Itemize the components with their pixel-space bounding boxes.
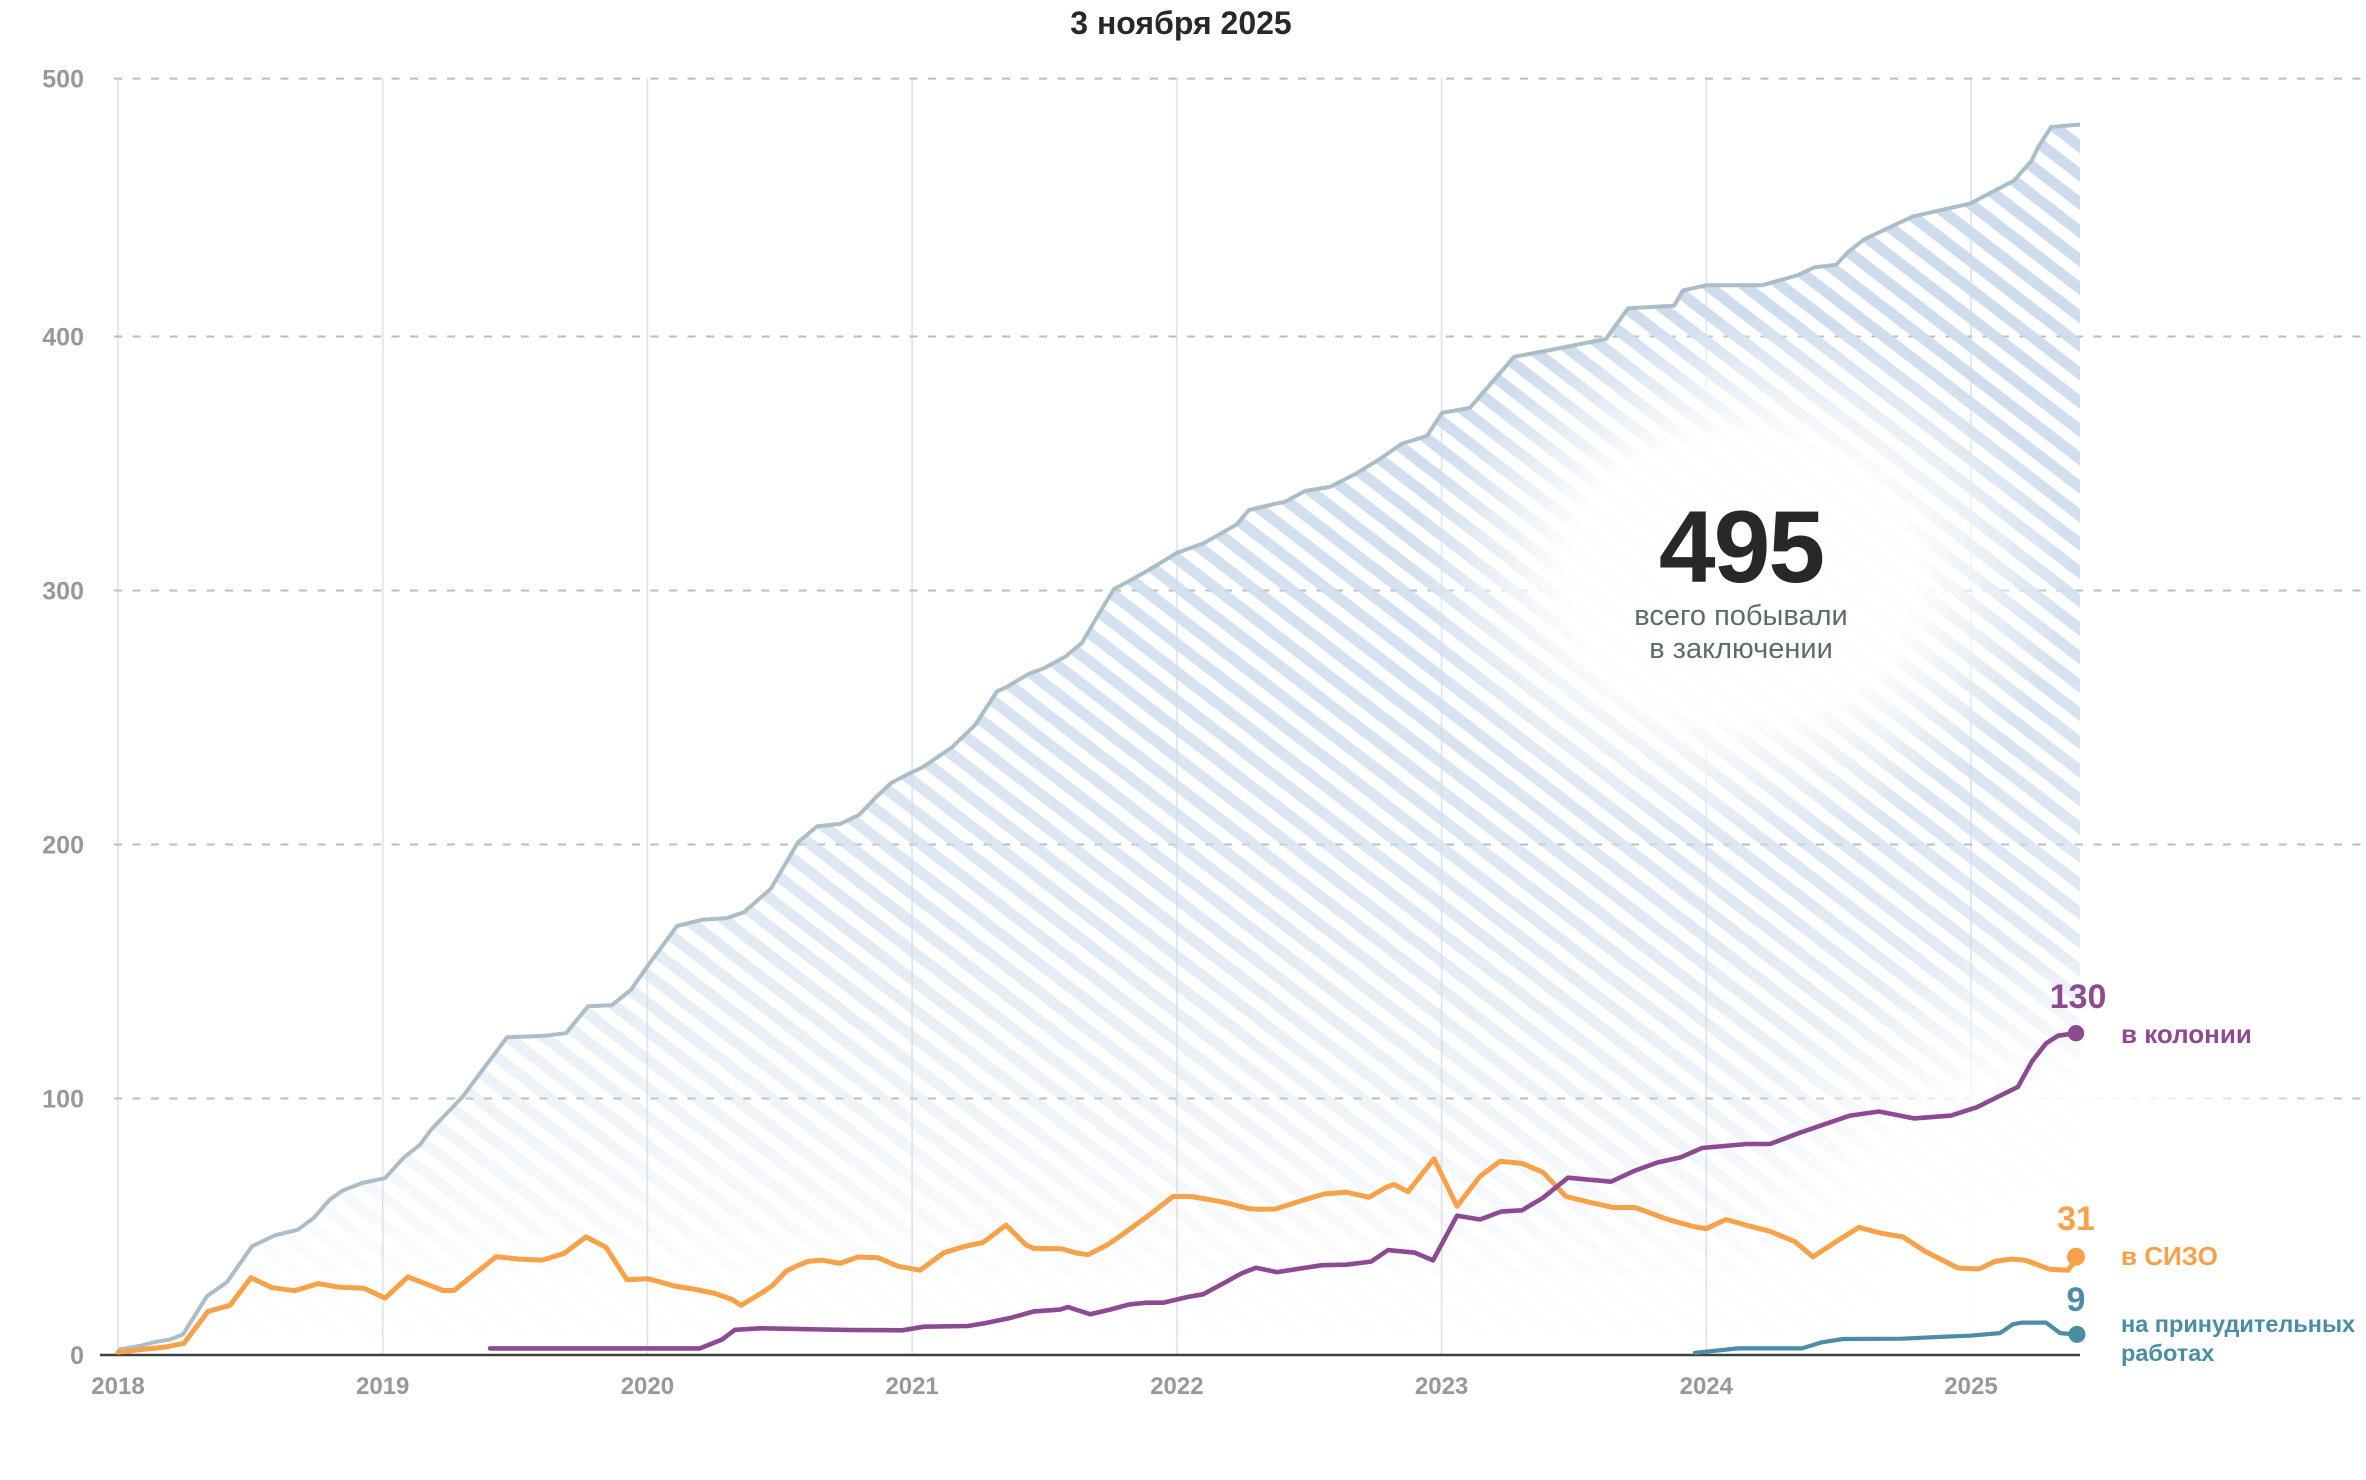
svg-text:200: 200 bbox=[42, 832, 84, 860]
svg-text:495: 495 bbox=[1659, 490, 1823, 604]
svg-text:2019: 2019 bbox=[356, 1373, 409, 1400]
svg-text:2024: 2024 bbox=[1680, 1373, 1734, 1400]
svg-text:9: 9 bbox=[2067, 1281, 2086, 1319]
svg-text:всего побывали: всего побывали bbox=[1634, 600, 1847, 632]
svg-text:2021: 2021 bbox=[885, 1373, 938, 1400]
svg-text:на принудительных: на принудительных bbox=[2121, 1311, 2355, 1337]
svg-text:130: 130 bbox=[2050, 978, 2107, 1016]
svg-text:400: 400 bbox=[42, 324, 84, 352]
svg-text:2018: 2018 bbox=[91, 1373, 144, 1400]
svg-text:в колонии: в колонии bbox=[2121, 1019, 2252, 1049]
svg-text:в СИЗО: в СИЗО bbox=[2121, 1241, 2218, 1271]
svg-text:2025: 2025 bbox=[1944, 1373, 1997, 1400]
svg-text:300: 300 bbox=[42, 578, 84, 606]
svg-text:2023: 2023 bbox=[1415, 1373, 1468, 1400]
svg-text:в заключении: в заключении bbox=[1649, 633, 1833, 665]
svg-text:31: 31 bbox=[2057, 1200, 2095, 1238]
svg-text:работах: работах bbox=[2121, 1340, 2214, 1366]
svg-text:100: 100 bbox=[42, 1086, 84, 1114]
svg-text:2020: 2020 bbox=[621, 1373, 674, 1400]
svg-text:3 ноября 2025: 3 ноября 2025 bbox=[1070, 5, 1291, 41]
svg-text:2022: 2022 bbox=[1150, 1373, 1203, 1400]
svg-text:0: 0 bbox=[70, 1342, 84, 1370]
svg-text:500: 500 bbox=[42, 66, 84, 94]
